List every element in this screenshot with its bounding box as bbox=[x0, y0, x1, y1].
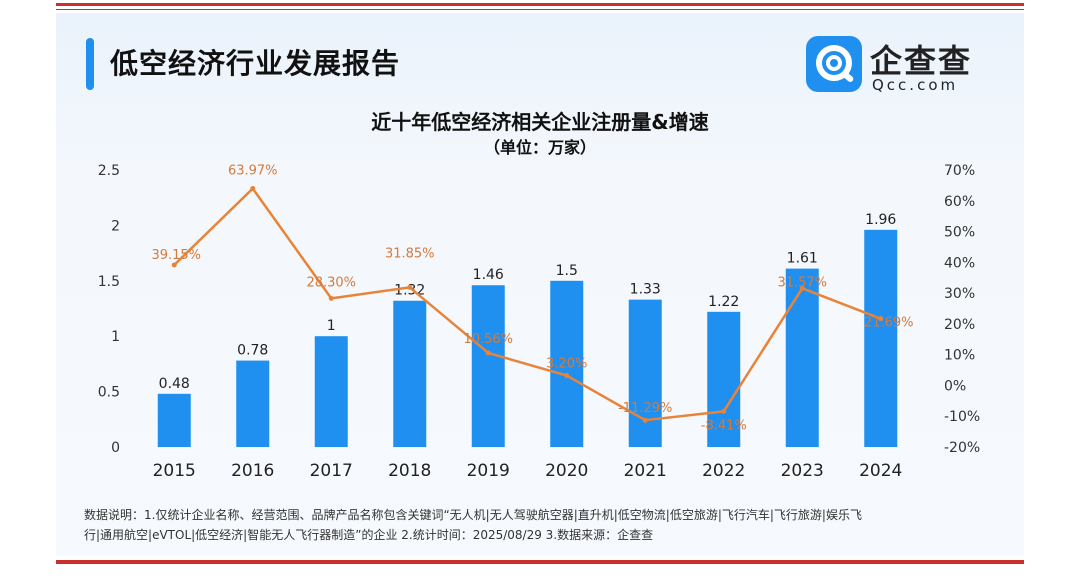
bar-value-label: 0.48 bbox=[159, 376, 190, 392]
bar-value-label: 0.78 bbox=[237, 343, 268, 359]
y-right-tick-label: 20% bbox=[944, 317, 975, 333]
y-left-tick-label: 1 bbox=[111, 329, 120, 345]
growth-rate-label: 39.15% bbox=[151, 248, 201, 263]
footnote-line-1: 数据说明：1.仅统计企业名称、经营范围、品牌产品名称包含关键词“无人机|无人驾驶… bbox=[84, 508, 862, 522]
y-right-tick-label: -10% bbox=[944, 409, 980, 425]
y-right-tick-label: 30% bbox=[944, 286, 975, 302]
growth-rate-point bbox=[799, 285, 805, 291]
growth-rate-label: 21.69% bbox=[864, 316, 914, 331]
growth-rate-point bbox=[171, 262, 177, 268]
bar-2017 bbox=[314, 336, 348, 447]
growth-rate-point bbox=[642, 417, 648, 423]
logo-name: 企查查 bbox=[870, 42, 973, 80]
y-right-tick-label: 70% bbox=[944, 163, 975, 179]
x-tick-label: 2019 bbox=[467, 461, 510, 481]
bottom-rule bbox=[56, 560, 1024, 564]
growth-rate-label: 10.56% bbox=[463, 332, 513, 347]
top-rule-thin bbox=[56, 9, 1024, 10]
bar-value-label: 1.5 bbox=[556, 263, 578, 279]
x-tick-label: 2020 bbox=[545, 461, 588, 481]
combo-chart: 0 0.5 1 1.5 2 2.5 -20% -10% 0% 10% 20% 30% 40% 50% 60%… bbox=[98, 163, 980, 481]
y-left-tick-label: 1.5 bbox=[98, 274, 120, 290]
growth-rate-label: -11.29% bbox=[618, 401, 672, 416]
growth-rate-label: 28.30% bbox=[306, 275, 356, 290]
growth-rate-label: 3.20% bbox=[546, 357, 587, 372]
x-tick-label: 2021 bbox=[624, 461, 667, 481]
report-panel bbox=[56, 13, 1024, 556]
chart-title: 近十年低空经济相关企业注册量&增速 bbox=[371, 110, 709, 134]
bar-2015 bbox=[157, 393, 191, 447]
bar-value-label: 1.22 bbox=[708, 294, 739, 310]
x-tick-label: 2015 bbox=[153, 461, 196, 481]
qcc-logo-icon bbox=[806, 36, 862, 92]
bar-2016 bbox=[236, 360, 270, 447]
logo-domain: Qcc.com bbox=[872, 76, 959, 94]
growth-rate-label: 31.57% bbox=[777, 275, 827, 290]
y-left-tick-label: 0 bbox=[111, 440, 120, 456]
growth-rate-label: -8.41% bbox=[701, 418, 747, 433]
x-tick-label: 2022 bbox=[702, 461, 745, 481]
growth-rate-point bbox=[485, 350, 491, 356]
growth-rate-line bbox=[173, 187, 882, 422]
y-left-tick-label: 2 bbox=[111, 218, 120, 234]
y-left-tick-label: 0.5 bbox=[98, 385, 120, 401]
bar-2021 bbox=[628, 299, 662, 447]
growth-rate-point bbox=[878, 316, 884, 322]
bar-value-label: 1.96 bbox=[865, 212, 896, 228]
x-tick-label: 2017 bbox=[310, 461, 353, 481]
x-tick-label: 2016 bbox=[231, 461, 274, 481]
bar-value-label: 1.61 bbox=[787, 251, 818, 267]
footnote: 数据说明：1.仅统计企业名称、经营范围、品牌产品名称包含关键词“无人机|无人驾驶… bbox=[84, 505, 1004, 545]
report-title: 低空经济行业发展报告 bbox=[110, 47, 401, 80]
growth-rate-point bbox=[721, 408, 727, 414]
growth-rate-point bbox=[328, 295, 334, 301]
qcc-logo: 企查查 Qcc.com bbox=[806, 36, 986, 96]
title-accent-bar bbox=[86, 38, 94, 90]
chart-subtitle: （单位：万家） bbox=[483, 138, 596, 157]
y-right-tick-label: 40% bbox=[944, 255, 975, 271]
growth-rate-label: 63.97% bbox=[228, 164, 278, 179]
growth-rate-point bbox=[407, 284, 413, 290]
growth-rate-point bbox=[564, 373, 570, 379]
bar-value-label: 1.46 bbox=[473, 267, 504, 283]
y-right-tick-label: 0% bbox=[944, 378, 966, 394]
bar-2018 bbox=[393, 300, 427, 447]
y-right-tick-label: 50% bbox=[944, 225, 975, 241]
bar-2023 bbox=[785, 268, 819, 447]
top-rule bbox=[56, 3, 1024, 6]
y-right-tick-label: 60% bbox=[944, 194, 975, 210]
bar-value-label: 1 bbox=[327, 318, 336, 334]
y-left-tick-label: 2.5 bbox=[98, 163, 120, 179]
y-right-tick-label: 10% bbox=[944, 348, 975, 364]
y-right-tick-label: -20% bbox=[944, 440, 980, 456]
growth-rate-label: 31.85% bbox=[385, 246, 435, 261]
x-tick-label: 2024 bbox=[859, 461, 902, 481]
bar-2020 bbox=[550, 280, 584, 447]
growth-rate-point bbox=[250, 186, 256, 192]
x-tick-label: 2023 bbox=[781, 461, 824, 481]
bar-2019 bbox=[471, 285, 505, 447]
bar-2022 bbox=[707, 311, 741, 447]
x-tick-label: 2018 bbox=[388, 461, 431, 481]
footnote-line-2: 行|通用航空|eVTOL|低空经济|智能无人飞行器制造”的企业 2.统计时间：2… bbox=[84, 528, 654, 542]
bar-2024 bbox=[864, 229, 898, 447]
bar-value-label: 1.33 bbox=[630, 282, 661, 298]
